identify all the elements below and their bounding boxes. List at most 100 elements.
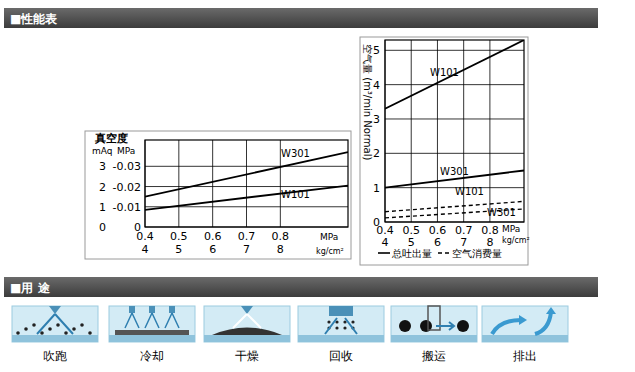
x2-tick-label: 8 bbox=[277, 243, 284, 256]
air-flow bbox=[165, 313, 179, 328]
use-label: 搬运 bbox=[422, 349, 446, 363]
chart-box bbox=[85, 131, 351, 259]
page: ■性能表■用 途0.40.50.60.70.845678MPakg/cm²012… bbox=[0, 0, 635, 372]
legend-label: 总吐出量 bbox=[391, 248, 432, 259]
ball bbox=[457, 320, 469, 332]
particle bbox=[72, 327, 76, 331]
icon-floor bbox=[204, 335, 290, 342]
air-flow bbox=[125, 313, 139, 328]
y-tick-label: 5 bbox=[373, 44, 380, 57]
y2-tick-label: 0 bbox=[134, 221, 141, 234]
icon-floor bbox=[298, 335, 384, 342]
x2-tick-label: 4 bbox=[142, 243, 149, 256]
x-tick-label: 0.7 bbox=[238, 230, 256, 243]
particle bbox=[16, 331, 20, 335]
x-axis-label: MPa bbox=[502, 224, 520, 234]
air-flow bbox=[325, 318, 357, 334]
x2-axis-label: kg/cm² bbox=[502, 236, 530, 245]
nozzle bbox=[241, 306, 253, 314]
grid-line bbox=[145, 166, 348, 167]
use-icon bbox=[482, 306, 568, 342]
y-tick-label: 2 bbox=[373, 147, 380, 160]
y-tick-label: 4 bbox=[373, 79, 380, 92]
series-label: W101 bbox=[455, 186, 484, 197]
icon-bg bbox=[391, 306, 477, 342]
use-icon bbox=[12, 306, 98, 342]
series-group bbox=[145, 152, 348, 210]
grid-line bbox=[212, 140, 213, 227]
y-tick-label: 0 bbox=[99, 221, 106, 234]
air-flow bbox=[233, 314, 261, 328]
air-flow bbox=[145, 313, 159, 328]
grid-line bbox=[385, 118, 524, 119]
legend-label: 空气消费量 bbox=[452, 248, 502, 259]
series-label: W101 bbox=[281, 189, 310, 200]
section-heading: ■用 途 bbox=[10, 281, 51, 295]
x-axis-label: MPa bbox=[320, 232, 338, 242]
y-tick-label: 3 bbox=[99, 160, 106, 173]
icon-floor bbox=[391, 335, 477, 342]
chart-box bbox=[360, 37, 528, 265]
legend-swatch bbox=[438, 252, 450, 254]
series-line bbox=[385, 40, 524, 109]
y-tick-label: 3 bbox=[373, 113, 380, 126]
use-icon bbox=[109, 306, 195, 342]
arrow bbox=[535, 312, 551, 334]
section-heading: ■性能表 bbox=[10, 12, 58, 26]
series-label: W301 bbox=[487, 207, 516, 218]
particle bbox=[335, 326, 338, 329]
particle bbox=[351, 320, 354, 323]
y2-tick-label: -0.03 bbox=[113, 160, 141, 173]
icon-floor bbox=[109, 335, 195, 342]
particle bbox=[80, 323, 84, 327]
section-bar bbox=[4, 8, 598, 28]
y-tick-label: 2 bbox=[99, 181, 106, 194]
particle bbox=[40, 331, 44, 335]
particle bbox=[88, 331, 92, 335]
y-axis-label: mAq bbox=[92, 146, 112, 156]
x2-tick-label: 6 bbox=[434, 236, 441, 249]
grid-line bbox=[178, 140, 179, 227]
particle bbox=[343, 326, 346, 329]
nozzle bbox=[149, 306, 155, 313]
grid-line bbox=[385, 153, 524, 154]
icon-floor bbox=[482, 335, 568, 342]
chart: 0.40.50.60.70.845678MPakg/cm²012345空气量 (… bbox=[360, 37, 530, 265]
arrow-head bbox=[519, 315, 527, 325]
plate bbox=[115, 330, 189, 335]
y2-axis-label: MPa bbox=[117, 146, 135, 156]
icon-bg bbox=[298, 306, 384, 342]
use-label: 冷却 bbox=[140, 349, 164, 363]
x-tick-label: 0.6 bbox=[204, 230, 222, 243]
series-group bbox=[385, 40, 524, 218]
x2-tick-label: 4 bbox=[382, 236, 389, 249]
grid-line bbox=[385, 84, 524, 85]
y-tick-label: 1 bbox=[373, 182, 380, 195]
x2-tick-label: 5 bbox=[175, 243, 182, 256]
nozzle bbox=[49, 306, 61, 314]
nozzle bbox=[129, 306, 135, 313]
icon-bg bbox=[204, 306, 290, 342]
arrow bbox=[436, 322, 454, 330]
hood bbox=[329, 306, 353, 316]
particle bbox=[48, 327, 52, 331]
ball bbox=[399, 320, 411, 332]
use-label: 干燥 bbox=[235, 349, 259, 363]
chart: 0.40.50.60.70.845678MPakg/cm²01230-0.01-… bbox=[85, 131, 351, 259]
icon-bg bbox=[482, 306, 568, 342]
plot-frame bbox=[145, 140, 348, 227]
arrow-head bbox=[546, 307, 556, 314]
particle bbox=[56, 323, 60, 327]
use-icon bbox=[391, 306, 477, 342]
particle bbox=[327, 320, 330, 323]
section-bar bbox=[4, 277, 598, 297]
icon-floor bbox=[12, 335, 98, 342]
y-tick-label: 0 bbox=[373, 216, 380, 229]
particle bbox=[32, 323, 36, 327]
grid-line bbox=[145, 186, 348, 187]
use-label: 回收 bbox=[329, 349, 353, 363]
chart-title: 真空度 bbox=[94, 132, 128, 145]
x-tick-label: 0.8 bbox=[272, 230, 290, 243]
air-flow bbox=[37, 314, 73, 334]
grid-line bbox=[489, 40, 490, 222]
